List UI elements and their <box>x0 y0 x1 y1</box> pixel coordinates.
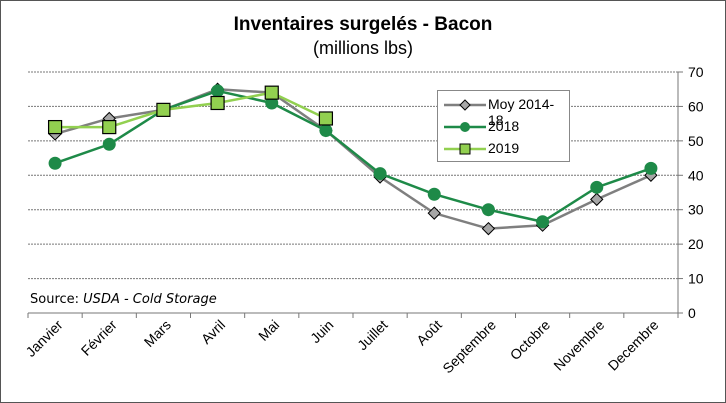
source-prefix: Source: <box>30 292 84 307</box>
data-point-square <box>210 95 225 111</box>
data-point-square <box>102 119 117 135</box>
circle-marker-icon <box>444 122 486 132</box>
x-tick-label: Novembre <box>550 316 607 373</box>
legend-item-2018: 2018 <box>438 116 569 138</box>
y-tick-label: 0 <box>688 305 696 321</box>
y-tick-label: 70 <box>688 64 704 80</box>
data-point-circle <box>373 167 387 181</box>
x-tick-label: Septembre <box>439 316 499 376</box>
y-tick-label: 50 <box>688 133 704 149</box>
x-tick-label: Février <box>78 316 120 358</box>
gridlines <box>28 71 678 280</box>
legend-label: 2018 <box>488 118 520 134</box>
data-point-square <box>156 102 171 117</box>
square-marker-icon <box>444 143 486 155</box>
x-tick-label: Août <box>413 317 445 349</box>
series-line <box>54 89 652 224</box>
diamond-marker-icon <box>444 99 486 111</box>
y-tick-label: 40 <box>688 167 704 183</box>
data-point-square <box>47 119 63 135</box>
chart-subtitle: (millions lbs) <box>312 38 413 58</box>
data-point-circle <box>211 84 225 98</box>
legend-item-2019: 2019 <box>438 138 569 160</box>
series-line <box>54 87 652 230</box>
data-point-circle <box>481 203 495 217</box>
x-tick-label: Mars <box>141 317 174 350</box>
source-name: USDA - Cold Storage <box>83 292 217 307</box>
series-2019 <box>47 85 334 135</box>
data-point-circle <box>536 215 550 229</box>
y-tick-label: 10 <box>688 271 704 287</box>
data-point-diamond <box>427 206 441 220</box>
data-point-diamond <box>481 221 496 236</box>
legend-label: Moy 2014-18 <box>488 96 555 128</box>
data-point-diamond <box>590 192 604 207</box>
y-tick-label: 60 <box>688 98 704 114</box>
data-point-circle <box>102 137 116 151</box>
y-tick-label: 30 <box>688 202 704 218</box>
data-point-circle <box>644 161 658 175</box>
data-point-circle <box>48 156 62 170</box>
legend-label: 2019 <box>488 140 520 156</box>
x-tick-label: Juin <box>307 317 336 346</box>
x-tick-label: Mai <box>255 317 282 344</box>
x-tick-label: Decembre <box>605 316 662 373</box>
x-tick-label: Avril <box>198 317 228 347</box>
series-line <box>55 91 327 129</box>
legend: Moy 2014-18 2018 2019 <box>437 90 570 162</box>
y-tick-label: 20 <box>688 236 704 252</box>
legend-item-moy: Moy 2014-18 <box>438 94 569 128</box>
data-point-square <box>264 85 279 100</box>
chart-title: Inventaires surgelés - Bacon <box>233 14 493 35</box>
x-tick-label: Juillet <box>354 317 391 354</box>
data-point-square <box>318 111 334 126</box>
series-group <box>47 82 658 236</box>
source-note: Source: USDA - Cold Storage <box>30 292 217 307</box>
data-point-circle <box>319 124 333 138</box>
data-point-circle <box>590 180 604 194</box>
axes: 0 10 20 30 40 50 60 70 Janvier Février Mars Avril Ma… <box>22 64 703 376</box>
series-2018 <box>48 84 658 229</box>
data-point-circle <box>427 187 441 201</box>
x-tick-label: Janvier <box>22 316 65 359</box>
x-tick-label: Octobre <box>507 316 554 363</box>
